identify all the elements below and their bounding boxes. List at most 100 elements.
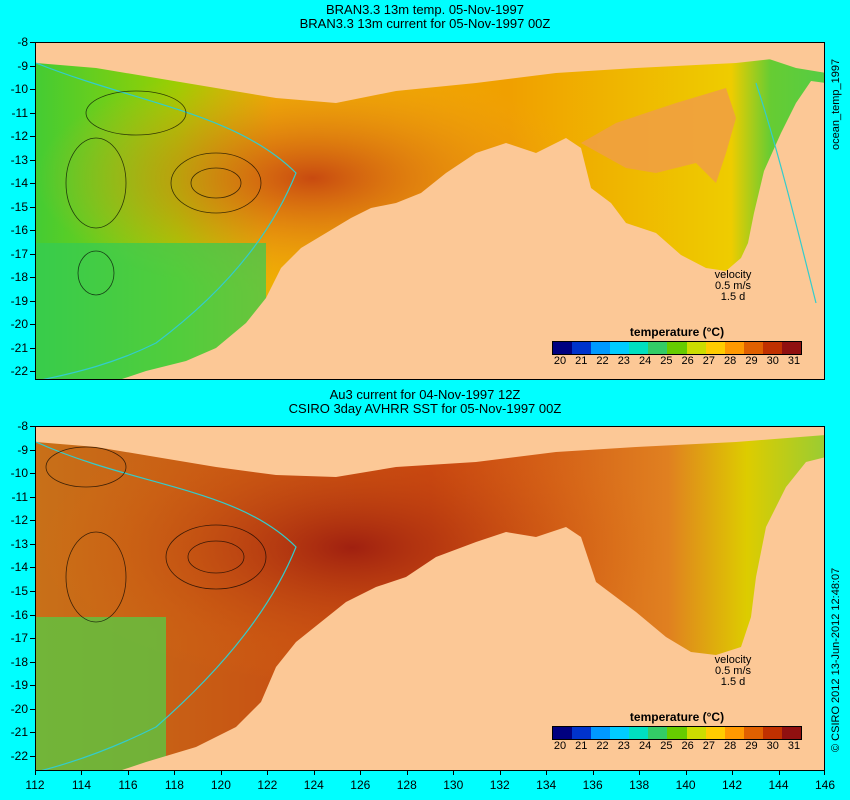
latitude-label: -10 [10,82,28,96]
longitude-tick [313,770,315,775]
current-vectors [45,446,267,623]
latitude-tick [30,253,35,255]
latitude-tick [30,65,35,67]
longitude-tick [778,770,780,775]
legend-tick-label: 24 [638,740,652,752]
latitude-label: -15 [10,199,28,214]
latitude-label: -19 [10,293,28,308]
latitude-tick [30,520,35,522]
legend-tick-labels: 20 21 22 23 24 25 26 27 28 29 30 31 [552,740,802,754]
top-temperature-legend: temperature (°C) 20 21 22 23 24 25 26 27 28 29 30 3… [552,325,802,369]
latitude-label: -12 [10,513,28,528]
latitude-label: -13 [10,152,28,167]
legend-tick-label: 27 [702,740,716,752]
latitude-tick [30,112,35,114]
longitude-tick [220,770,222,775]
legend-title: temperature (°C) [629,710,725,724]
longitude-label: 128 [396,778,417,792]
colorbar-swatch [591,727,611,739]
longitude-label: 126 [350,778,371,792]
latitude-tick [30,277,35,278]
latitude-label: -18 [10,654,28,669]
colorbar-swatch [667,342,687,354]
longitude-tick [81,770,83,775]
bottom-velocity-key: velocity 0.5 m/s 1.5 d [698,655,768,688]
latitude-tick [30,756,35,757]
latitude-label: -17 [10,246,28,261]
longitude-label: 118 [164,778,184,792]
colorbar-swatch [610,727,630,739]
latitude-tick [30,371,35,372]
legend-tick-label: 22 [596,740,609,752]
longitude-tick [592,770,594,775]
latitude-label: -9 [17,442,28,457]
latitude-label: -22 [10,364,28,378]
latitude-tick [30,230,35,231]
latitude-label: -21 [10,340,28,355]
longitude-label: 138 [629,778,650,792]
legend-tick-labels: 20 21 22 23 24 25 26 27 28 29 30 31 [552,355,802,369]
legend-tick-label: 21 [575,355,588,367]
legend-tick-label: 25 [660,355,673,367]
top-title-line1: BRAN3.3 13m temp. 05-Nov-1997 [326,2,524,17]
latitude-tick [30,708,35,710]
latitude-label: -16 [10,223,28,237]
velocity-label: velocity [714,269,752,281]
new-guinea [736,43,824,73]
longitude-label: 120 [210,778,231,792]
latitude-tick [30,206,35,208]
legend-tick-label: 26 [681,355,694,367]
latitude-label: -14 [10,176,28,190]
velocity-scale: 0.5 m/s [714,280,752,292]
latitude-tick [30,473,35,475]
latitude-tick [30,183,35,184]
legend-tick-label: 23 [617,740,630,752]
latitude-label: -8 [17,35,28,49]
bottom-side-label: © CSIRO 2012 13-Jun-2012 12:48:07 [830,567,842,752]
legend-title: temperature (°C) [629,325,725,339]
longitude-label: 140 [675,778,696,792]
longitude-tick [35,770,36,775]
longitude-label: 112 [25,778,45,792]
indonesia-islands [36,427,824,477]
legend-tick-label: 25 [660,740,673,752]
latitude-tick [30,543,35,545]
colorbar-swatch [572,342,592,354]
latitude-label: -17 [10,631,28,646]
top-map-panel [35,42,825,380]
longitude-tick [824,770,825,775]
longitude-label: 122 [257,778,278,792]
latitude-tick [30,661,35,663]
longitude-label: 146 [814,778,836,792]
legend-tick-label: 20 [553,740,567,752]
legend-tick-label: 31 [787,355,801,367]
legend-tick-label: 22 [596,355,609,367]
legend-tick-label: 26 [681,740,694,752]
colorbar-swatch [667,727,687,739]
colorbar-swatch [743,727,763,739]
australia-landmass [122,457,824,770]
top-velocity-key: velocity 0.5 m/s 1.5 d [698,270,768,303]
latitude-tick [30,426,35,427]
longitude-tick [360,770,362,775]
colorbar-swatch [648,727,668,739]
colorbar-swatch [553,342,573,354]
colorbar-swatch [781,342,802,354]
longitude-label: 124 [303,778,324,792]
latitude-label: -11 [11,105,28,120]
latitude-label: -15 [10,584,28,598]
longitude-label: 134 [536,778,557,792]
colorbar-swatch [724,727,744,739]
legend-tick-label: 30 [766,355,779,367]
colorbar-swatch [743,342,763,354]
longitude-label: 136 [582,778,603,792]
longitude-label: 114 [71,778,92,792]
latitude-tick [30,567,35,569]
velocity-label: velocity [714,654,752,666]
latitude-label: -10 [10,466,28,481]
bottom-title-line1: Au3 current for 04-Nov-1997 12Z [329,387,521,402]
colorbar-swatch [762,342,782,354]
latitude-tick [30,347,35,349]
colorbar-swatch [762,727,782,739]
legend-tick-label: 24 [638,355,652,367]
